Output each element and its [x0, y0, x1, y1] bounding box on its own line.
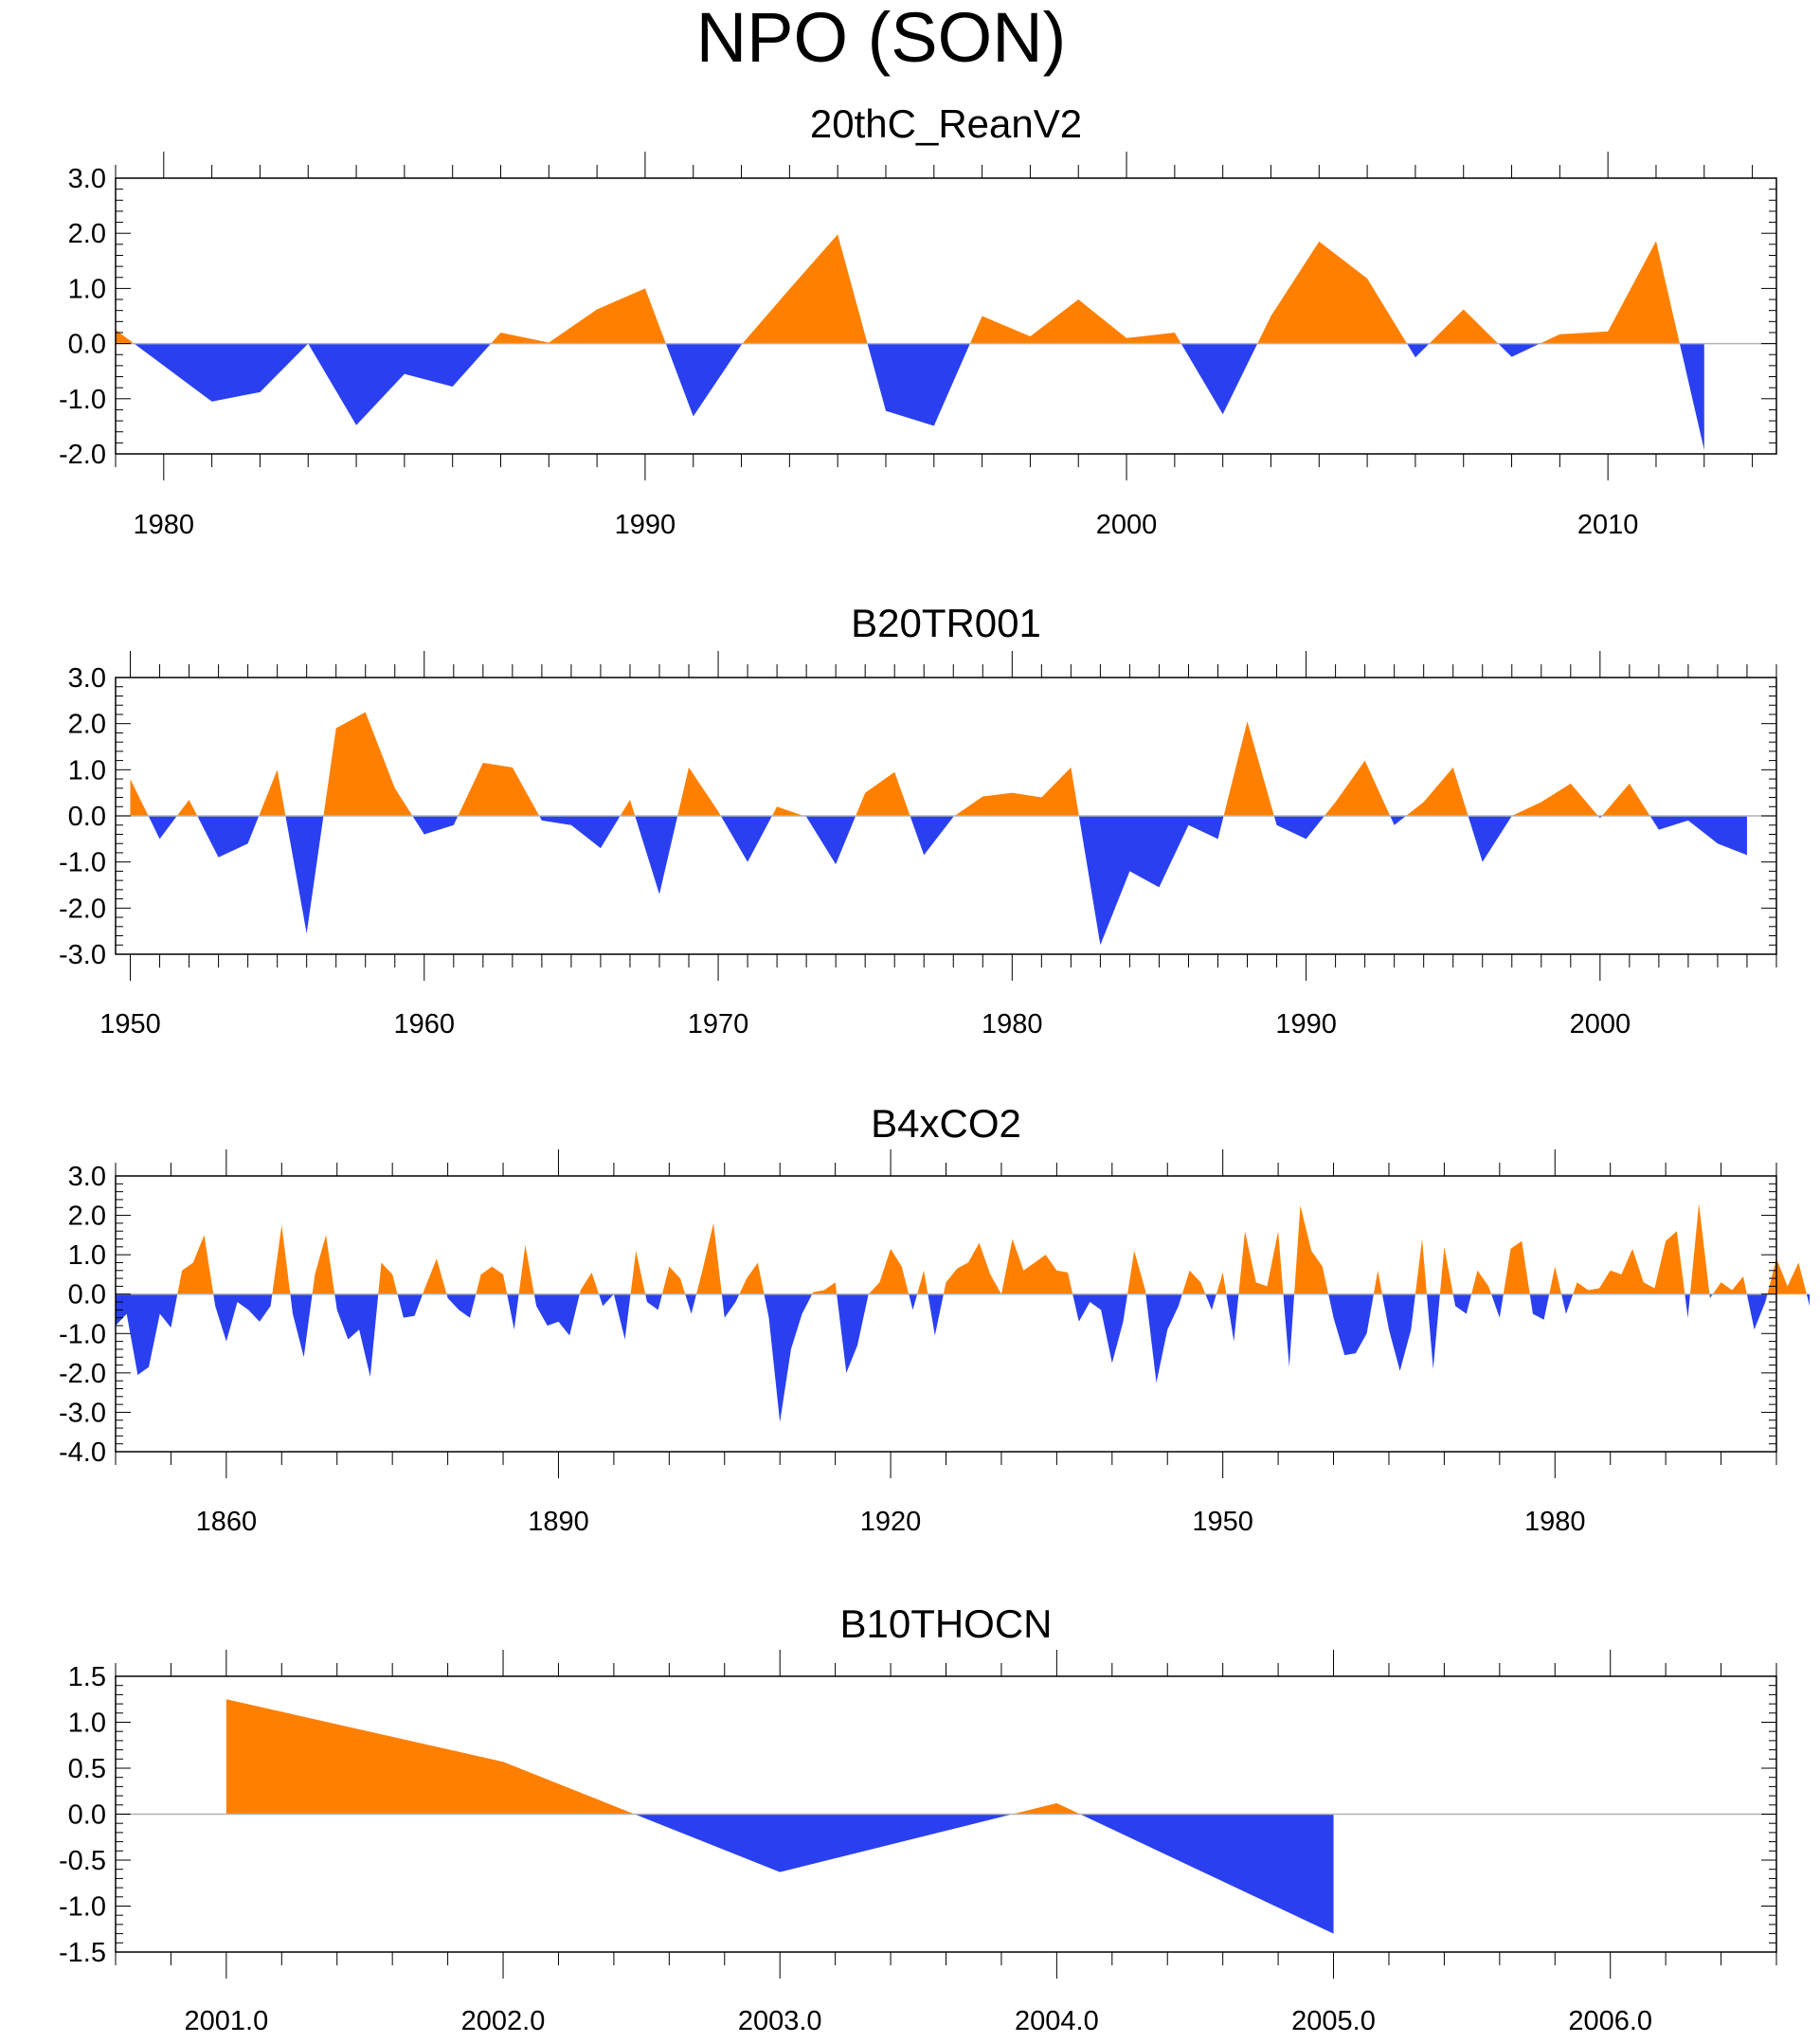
y-tick-label: -2.0: [59, 894, 106, 924]
y-tick-label: -0.5: [59, 1846, 106, 1876]
y-tick-label: 0.5: [68, 1754, 106, 1784]
x-tick-label: 1990: [1275, 1009, 1337, 1040]
y-tick-label: -1.0: [59, 385, 106, 415]
panel-b10thocn: B10THOCN -1.5 -1.0 -0.5 0.0 0.5 1.0 1.5 2001.0 20…: [59, 1601, 1777, 2036]
x-tick-label: 2002.0: [461, 2006, 546, 2036]
positive-anomaly-area: [130, 712, 1747, 816]
y-tick-label: 2.0: [68, 1202, 106, 1232]
panel-b4xco2: B4xCO2 -4.0 -3.0 -2.0 -1.0 0.0 1.0 2.0 3.0 1860 18…: [59, 1101, 1811, 1537]
negative-anomaly-area: [116, 1293, 1811, 1422]
panel-title: B10THOCN: [839, 1601, 1052, 1646]
negative-anomaly-area: [130, 816, 1747, 946]
x-tick-label: 1980: [982, 1009, 1043, 1040]
x-tick-label: 1950: [1192, 1507, 1253, 1537]
x-tick-label: 1990: [615, 510, 676, 540]
y-tick-label: 2.0: [68, 710, 106, 740]
y-tick-label: -1.0: [59, 1319, 106, 1349]
x-tick-label: 1980: [134, 510, 195, 540]
panel-title: B20TR001: [851, 601, 1041, 645]
y-tick-label: -3.0: [59, 1398, 106, 1428]
y-tick-label: -2.0: [59, 440, 106, 470]
y-tick-label: 0.0: [68, 1800, 106, 1831]
y-tick-label: 1.0: [68, 274, 106, 304]
y-tick-label: 0.0: [68, 802, 106, 832]
y-tick-label: 3.0: [68, 1162, 106, 1192]
x-tick-label: 1970: [688, 1009, 749, 1040]
y-tick-label: -2.0: [59, 1359, 106, 1389]
x-tick-label: 2004.0: [1015, 2006, 1099, 2036]
x-tick-label: 2003.0: [738, 2006, 822, 2036]
panel-title: 20thC_ReanV2: [810, 101, 1082, 146]
y-tick-label: 1.0: [68, 755, 106, 786]
x-tick-label: 1890: [528, 1507, 589, 1537]
figure-title: NPO (SON): [695, 0, 1067, 77]
x-tick-label: 1860: [196, 1507, 258, 1537]
panel-title: B4xCO2: [871, 1101, 1021, 1146]
x-tick-label: 2005.0: [1291, 2006, 1376, 2036]
y-tick-label: 3.0: [68, 164, 106, 194]
negative-anomaly-area: [116, 343, 1704, 450]
y-tick-label: -1.5: [59, 1938, 106, 1968]
y-tick-label: -4.0: [59, 1437, 106, 1468]
positive-anomaly-area: [225, 1699, 1334, 1815]
y-tick-label: 0.0: [68, 1280, 106, 1311]
y-tick-label: 0.0: [68, 330, 106, 360]
x-tick-label: 1950: [99, 1009, 161, 1040]
x-tick-label: 2001.0: [185, 2006, 269, 2036]
y-tick-label: 3.0: [68, 663, 106, 694]
panel-b20tr001: B20TR001 -3.0 -2.0 -1.0 0.0 1.0 2.0 3.0 1950 1960…: [59, 601, 1777, 1040]
positive-anomaly-area: [116, 234, 1704, 344]
x-tick-label: 2006.0: [1568, 2006, 1652, 2036]
y-tick-label: 1.0: [68, 1709, 106, 1739]
y-tick-label: 1.0: [68, 1240, 106, 1271]
y-tick-label: -1.0: [59, 848, 106, 878]
x-tick-label: 1980: [1524, 1507, 1586, 1537]
x-tick-label: 1920: [860, 1507, 922, 1537]
x-tick-label: 1960: [394, 1009, 456, 1040]
plot-frame: [115, 177, 1777, 455]
x-tick-label: 2000: [1096, 510, 1158, 540]
y-tick-label: 1.5: [68, 1662, 106, 1692]
x-tick-label: 2000: [1570, 1009, 1631, 1040]
y-tick-label: 2.0: [68, 219, 106, 249]
negative-anomaly-area: [225, 1814, 1334, 1934]
y-tick-label: -1.0: [59, 1892, 106, 1923]
positive-anomaly-area: [116, 1203, 1811, 1294]
panel-20thc-reanv2: 20thC_ReanV2 -2.0 -1.0 0.0 1.0 2.0 3.0 1980 1990…: [59, 101, 1777, 540]
y-tick-label: -3.0: [59, 940, 106, 970]
x-tick-label: 2010: [1577, 510, 1639, 540]
